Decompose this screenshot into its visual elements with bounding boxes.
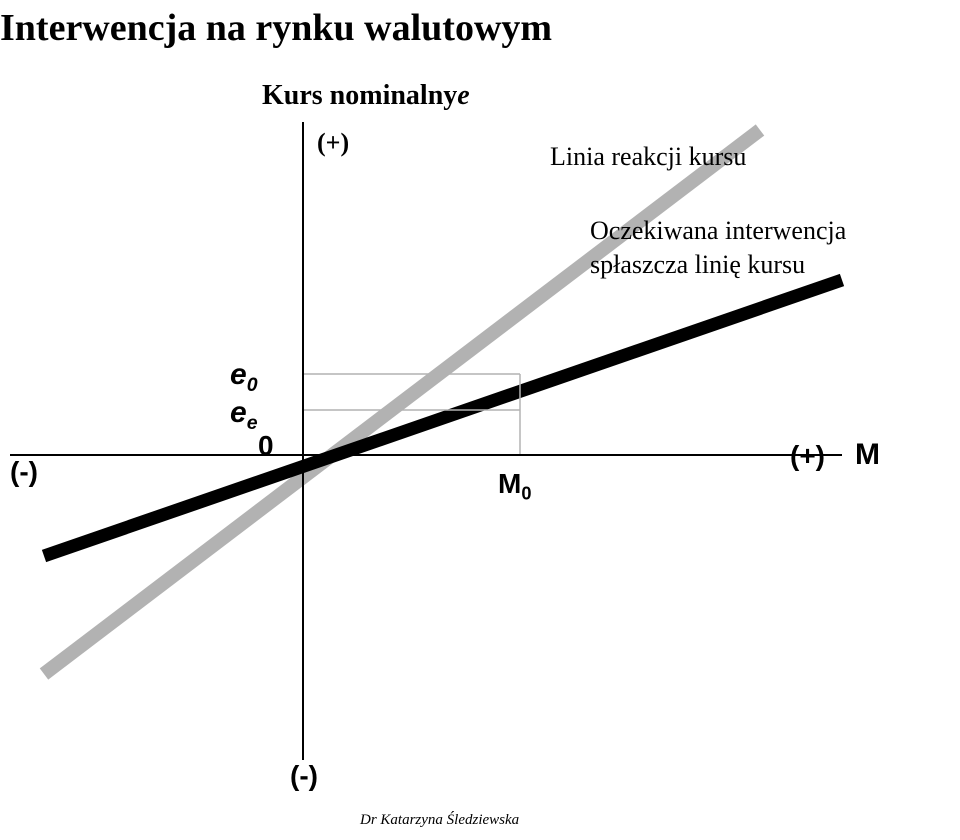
y-axis-title-italic: e: [457, 80, 469, 111]
y-axis-title: Kurs nominalnye: [262, 80, 470, 112]
legend-reaction: Linia reakcji kursu: [550, 142, 746, 172]
e0-label: e0: [230, 358, 258, 397]
plus-y-label: (+): [317, 128, 349, 158]
intervention-line: [44, 280, 842, 556]
y-axis-title-prefix: Kurs nominalny: [262, 80, 457, 111]
page-title: Interwencja na rynku walutowym: [0, 6, 552, 50]
plus-x-label: (+): [790, 440, 825, 472]
minus-y-label: (-): [290, 760, 318, 792]
footer-author: Dr Katarzyna Śledziewska: [360, 812, 519, 829]
m0-label: M0: [498, 468, 531, 505]
origin-zero: 0: [258, 430, 274, 462]
ee-label: ee: [230, 396, 258, 435]
chart-canvas: [0, 0, 960, 840]
title-text: Interwencja na rynku walutowym: [0, 7, 552, 49]
reaction-line: [44, 130, 760, 674]
minus-x-label: (-): [10, 456, 38, 488]
legend-intervention-line2: spłaszcza linię kursu: [590, 250, 805, 280]
legend-intervention-line1: Oczekiwana interwencja: [590, 216, 846, 246]
m-axis-label: M: [855, 438, 880, 472]
